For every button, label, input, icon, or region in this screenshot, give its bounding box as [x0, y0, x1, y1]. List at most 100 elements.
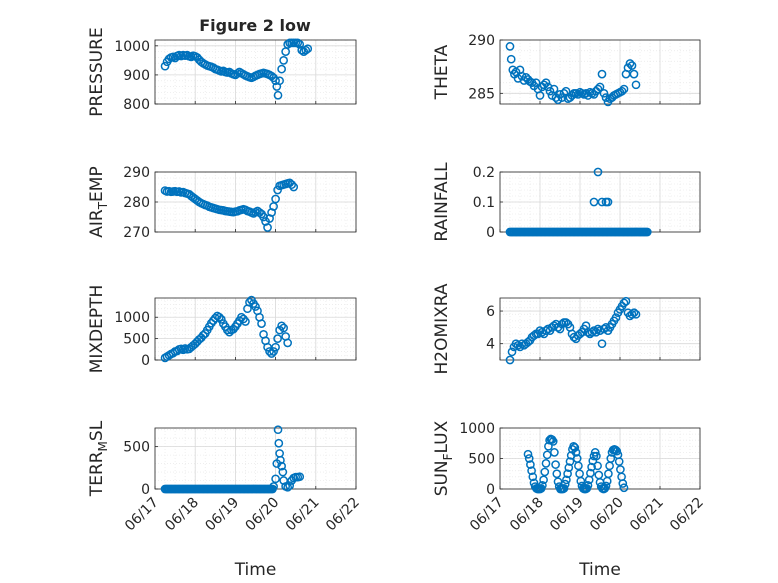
- data-point: [576, 476, 586, 486]
- data-point: [581, 88, 591, 98]
- data-point: [587, 462, 596, 472]
- data-point: [273, 90, 283, 100]
- y-tick-label: 900: [123, 68, 150, 84]
- data-point: [293, 38, 303, 48]
- data-point: [611, 313, 621, 322]
- data-point: [271, 76, 280, 86]
- y-tick-label: 0: [141, 353, 150, 369]
- data-point: [216, 315, 226, 324]
- data-point: [617, 86, 627, 96]
- y-axis-label-tail: EMP: [87, 166, 107, 202]
- subplot-2: 285 290 THETA: [432, 33, 701, 107]
- data-point: [619, 84, 629, 94]
- y-tick-label: 0: [486, 225, 495, 241]
- data-point: [277, 64, 286, 74]
- data-point: [583, 480, 593, 490]
- data-point: [297, 45, 307, 55]
- y-axis-label-subscript: T: [96, 201, 110, 210]
- data-point: [593, 461, 602, 471]
- data-point: [597, 69, 607, 79]
- data-point: [593, 84, 603, 94]
- data-point: [295, 472, 305, 482]
- data-point: [597, 197, 607, 207]
- data-point: [592, 451, 601, 461]
- data-point: [538, 480, 547, 490]
- data-point: [551, 460, 560, 469]
- y-axis-label-main: THETA: [432, 44, 452, 100]
- data-point: [289, 182, 299, 192]
- y-axis-label: MIXDEPTH: [87, 285, 107, 374]
- data-point: [559, 88, 569, 98]
- y-axis-label-main: MIXDEPTH: [87, 285, 107, 374]
- data-point: [269, 347, 278, 356]
- data-point: [214, 312, 224, 322]
- data-point: [625, 59, 635, 68]
- data-point: [527, 466, 536, 476]
- data-point: [574, 461, 583, 471]
- data-point: [541, 459, 551, 468]
- figure-title: Figure 2 low: [199, 16, 311, 35]
- data-point: [557, 319, 567, 329]
- y-axis-label: RAINFALL: [432, 162, 452, 242]
- data-point: [629, 308, 639, 318]
- x-axis-label: Time: [234, 560, 277, 580]
- axes-box: [154, 39, 357, 105]
- y-tick-label: 6: [486, 304, 495, 320]
- data-point: [223, 325, 232, 335]
- data-point: [295, 40, 305, 49]
- data-point: [283, 338, 293, 348]
- data-point: [529, 331, 539, 340]
- data-point: [273, 334, 282, 343]
- subplot-6: 4 6 H2OMIXRA: [432, 283, 701, 375]
- data-point: [539, 475, 548, 485]
- subplot-5: 0 500 1000 MIXDEPTH: [87, 285, 357, 374]
- data-point: [618, 479, 628, 488]
- y-axis-label-main: H2OMIXRA: [432, 283, 452, 374]
- y-tick-label: 285: [468, 86, 495, 102]
- axes-box: [499, 297, 701, 361]
- data-point: [285, 481, 295, 490]
- data-point: [561, 86, 571, 96]
- data-point: [271, 194, 280, 204]
- data-point: [263, 342, 272, 352]
- y-tick-label: 500: [468, 452, 495, 468]
- data-point: [528, 472, 538, 482]
- data-point: [279, 56, 288, 65]
- data-point: [524, 454, 534, 463]
- data-point: [627, 309, 637, 319]
- data-point: [283, 40, 293, 49]
- data-point: [505, 42, 515, 51]
- y-tick-label: 1000: [114, 39, 150, 55]
- data-point: [233, 69, 242, 78]
- data-point: [257, 319, 266, 329]
- data-point: [571, 448, 581, 457]
- data-point: [540, 467, 550, 477]
- data-point: [535, 91, 545, 100]
- data-point: [276, 455, 285, 465]
- data-point: [603, 197, 613, 207]
- data-point: [601, 481, 611, 491]
- data-point: [541, 78, 551, 88]
- data-point: [259, 212, 268, 222]
- data-point: [269, 202, 278, 211]
- data-point: [621, 296, 631, 306]
- data-point: [301, 45, 311, 55]
- y-tick-label: 290: [468, 33, 495, 49]
- axes-box: [154, 297, 357, 361]
- y-axis-label: SUNFLUX: [432, 420, 455, 496]
- data-point: [642, 227, 652, 237]
- data-point: [265, 347, 274, 356]
- data-point: [278, 467, 288, 477]
- data-point: [593, 324, 603, 334]
- data-point: [507, 347, 517, 357]
- data-point: [599, 88, 609, 98]
- y-axis-label-main: SUN: [432, 460, 452, 496]
- y-axis-label: PRESSURE: [87, 27, 107, 116]
- y-tick-label: 0: [141, 482, 150, 498]
- data-point: [586, 468, 595, 478]
- data-point: [562, 475, 571, 485]
- data-point: [564, 463, 574, 472]
- data-point: [560, 479, 570, 489]
- y-axis-label: AIRTEMP: [87, 166, 110, 237]
